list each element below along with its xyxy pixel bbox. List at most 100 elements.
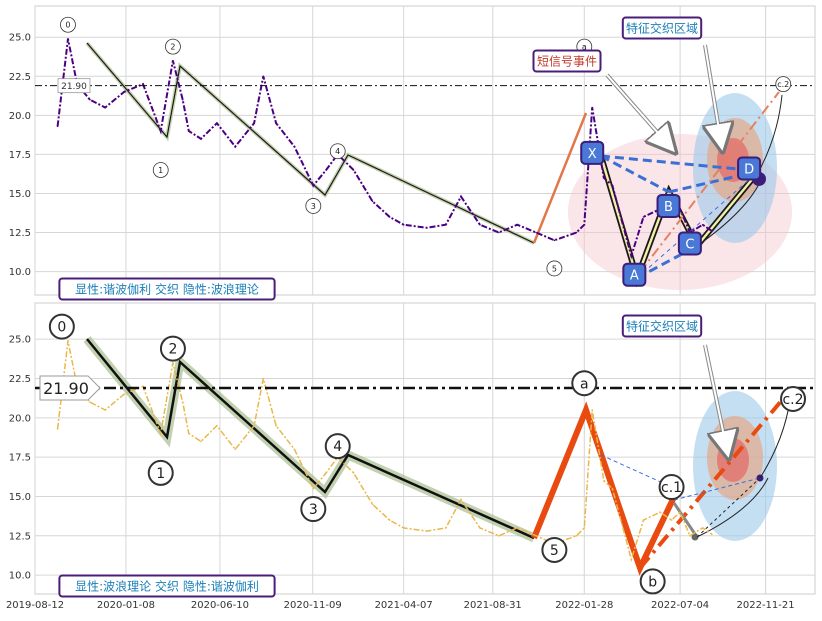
top-price-line-point xyxy=(159,130,162,132)
harmonic-point-label: C xyxy=(685,237,694,252)
top-wave-label-circle xyxy=(305,198,322,214)
bottom-hline-label-box xyxy=(39,375,101,401)
top-price-line-point xyxy=(575,231,578,234)
x-tick-label: 2020-06-10 xyxy=(191,600,249,611)
top-price-line-point xyxy=(630,255,633,257)
bottom-price-line-point xyxy=(216,424,218,427)
bottom-feature-zones xyxy=(693,391,777,541)
top-wave-label: a xyxy=(582,42,587,51)
bottom-price-line-point xyxy=(535,535,537,537)
bottom-wave-label-circle xyxy=(639,568,666,595)
bottom-price-line-point xyxy=(630,558,633,561)
bottom-wave-label: b xyxy=(648,574,657,590)
top-price-line-point xyxy=(479,223,481,226)
bottom-wave-label: 4 xyxy=(333,439,342,455)
bottom-price-line-point xyxy=(123,393,125,396)
top-price-line-point xyxy=(67,38,69,40)
bottom-price-line-point xyxy=(670,519,673,521)
bottom-wave-label-circle xyxy=(159,335,186,362)
top-price-line-point xyxy=(123,91,125,93)
bottom-price-line-point xyxy=(659,511,661,514)
bottom-price-line-point xyxy=(679,511,681,514)
top-price-line-point xyxy=(253,122,255,124)
y-tick-label: 12.5 xyxy=(9,531,31,542)
y-tick-label: 12.5 xyxy=(9,228,31,239)
top-price-line-point xyxy=(262,75,265,78)
bottom-wave-label: 3 xyxy=(309,502,318,518)
top-wave-label-circle xyxy=(60,16,76,33)
bottom-price-line-point xyxy=(293,448,296,451)
bottom-price-line-point xyxy=(567,538,569,540)
bottom-price-line-point xyxy=(498,535,500,537)
top-price-line-point xyxy=(216,122,218,124)
y-tick-label: 17.5 xyxy=(9,150,31,161)
bottom-price-line-point xyxy=(689,535,691,537)
top-price-line-point xyxy=(181,98,184,101)
bottom-wave-label: a xyxy=(580,376,589,392)
bottom-price-line-point xyxy=(603,479,605,482)
bottom-price-line-point xyxy=(591,409,594,411)
labels: 0 1 2 3 4 5 a c.2 0 1 2 3 4 5 a b c.1 c.2 X A B C D xyxy=(48,16,807,595)
top-a-leg xyxy=(532,112,588,244)
bottom-price-line-point xyxy=(56,428,59,430)
bottom-price-line-point xyxy=(352,472,355,474)
x-tick-label: 2019-08-12 xyxy=(6,600,64,611)
bottom-wave-label-circle xyxy=(658,474,685,501)
top-caption: 显性:谐波伽利 交织 隐性:波浪理论 xyxy=(75,281,259,296)
y-tick-label: 10.0 xyxy=(9,571,31,582)
top-feature-zone-label: 特征交织区域 xyxy=(626,20,698,35)
bottom-c2-projection xyxy=(638,391,790,570)
bottom-price-line-point xyxy=(312,487,315,490)
bottom-price-line-point xyxy=(234,448,236,451)
bottom-wave-label-circle xyxy=(147,459,174,486)
bottom-wave-label: 0 xyxy=(57,320,66,336)
bottom-wave-label: 5 xyxy=(550,543,559,559)
top-price-line-point xyxy=(460,195,462,198)
bottom-price-line-point xyxy=(583,527,586,529)
x-tick-label: 2022-11-21 xyxy=(737,600,795,611)
bottom-wave-label-circle xyxy=(48,313,75,340)
top-wave-label: 0 xyxy=(65,21,70,30)
top-wave-label: 5 xyxy=(552,264,557,273)
x-tick-label: 2021-04-07 xyxy=(375,600,433,611)
top-wave-label: 1 xyxy=(158,166,163,175)
top-price-line-point xyxy=(498,231,500,234)
top-caption-box xyxy=(58,277,276,301)
top-price-line-point xyxy=(293,145,296,148)
top-price-line-point xyxy=(516,223,518,226)
bottom-wave-label-circle xyxy=(300,496,327,523)
y-tick-label: 20.0 xyxy=(9,413,31,424)
bottom-price-line-point xyxy=(371,503,374,506)
top-price-line-point xyxy=(104,106,106,109)
bottom-price-line-point xyxy=(188,432,190,435)
x-tick-label: 2020-11-09 xyxy=(284,600,342,611)
top-price-line-point xyxy=(567,234,569,237)
top-hline-label-box xyxy=(57,78,91,94)
bottom-price-line-point xyxy=(516,527,518,529)
bottom-price-line-point xyxy=(104,409,106,411)
bottom-wave-label: 1 xyxy=(156,466,165,482)
bottom-feature-zone-label-box xyxy=(621,314,703,338)
top-price-line-point xyxy=(200,137,202,140)
top-price-line-point xyxy=(583,223,586,226)
top-price-line-point xyxy=(444,223,447,226)
bottom-price-line-point xyxy=(200,440,202,443)
top-price-line-point xyxy=(591,106,594,109)
top-hline-label: 21.90 xyxy=(61,82,87,92)
top-wave-label: 4 xyxy=(335,147,340,156)
top-price-line-point xyxy=(371,200,374,203)
top-wave-label-circle xyxy=(546,260,563,277)
y-tick-label: 20.0 xyxy=(9,111,31,122)
axes: 10.0 12.5 15.0 17.5 20.0 22.5 25.0 10.0 12.5 15.0… xyxy=(6,33,795,611)
callouts xyxy=(605,44,728,455)
top-price-line-point xyxy=(142,83,144,85)
top-price-line-point xyxy=(701,223,704,226)
top-wave-line xyxy=(85,41,535,245)
top-wave-label-circle xyxy=(152,162,169,178)
bottom-price-line-point xyxy=(711,533,713,536)
harmonic-point-label: D xyxy=(744,162,754,177)
top-wave-label-circle xyxy=(165,38,181,55)
top-price-line-point xyxy=(234,145,236,148)
